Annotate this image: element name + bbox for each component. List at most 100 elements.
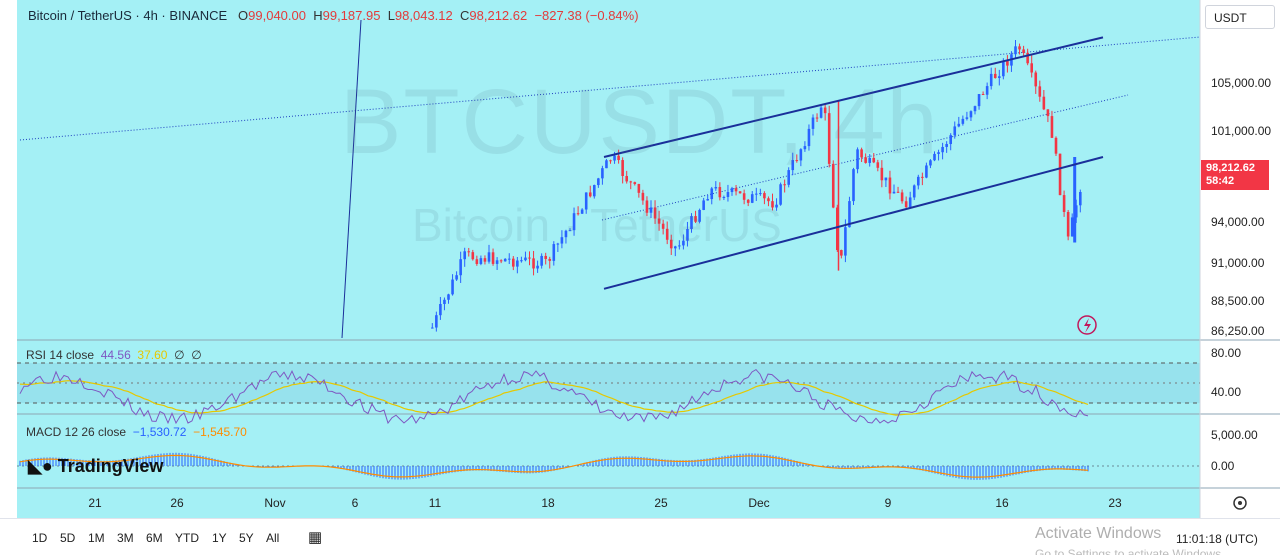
channel-lower-line[interactable] — [603, 156, 1104, 290]
rsi-label[interactable]: RSI 14 close — [26, 348, 95, 362]
candle-body — [1018, 46, 1021, 50]
candle-body — [674, 246, 677, 249]
range-1y-button[interactable]: 1Y — [212, 531, 227, 545]
time-axis[interactable]: 21 26 Nov 6 11 18 25 Dec 9 16 23 — [88, 496, 1122, 510]
tradingview-logo[interactable]: ◣● TradingView — [28, 456, 163, 477]
rsi-ma-value: 37.60 — [137, 348, 168, 362]
candle-body — [1058, 153, 1062, 196]
candle-body — [961, 118, 965, 124]
range-ytd-button[interactable]: YTD — [175, 531, 199, 545]
time-tick-label: Nov — [264, 496, 285, 510]
candle-body — [864, 157, 867, 163]
candle-body — [629, 181, 633, 183]
symbol-legend[interactable]: Bitcoin / TetherUS · 4h · BINANCE O99,04… — [28, 8, 639, 23]
candle-body — [949, 135, 952, 145]
candle-body — [544, 255, 547, 259]
channel-upper-line[interactable] — [603, 36, 1104, 158]
candle-body — [985, 86, 989, 95]
candle-body — [520, 260, 523, 262]
candle-body — [605, 160, 608, 169]
candle-body — [495, 260, 499, 264]
close-label: C — [460, 8, 470, 23]
candle-body — [880, 167, 884, 181]
candle-body — [1030, 63, 1033, 73]
candle-body — [779, 184, 782, 205]
price-tick-label: 86,250.00 — [1211, 324, 1265, 338]
candle-body — [479, 258, 483, 264]
candle-body — [726, 192, 730, 198]
candle-body — [742, 193, 746, 200]
open-value: 99,040.00 — [248, 8, 306, 23]
tradingview-logo-icon: ◣● — [28, 456, 53, 476]
candle-body — [641, 192, 645, 201]
date-range-calendar-icon[interactable]: ▦ — [308, 529, 323, 546]
candle-body — [617, 155, 620, 161]
candle-body — [937, 152, 940, 154]
range-6m-button[interactable]: 6M — [146, 531, 163, 545]
candle-body — [706, 199, 709, 201]
macd-legend[interactable]: MACD 12 26 close −1,530.72 −1,545.70 — [26, 425, 247, 439]
candle-body — [682, 240, 685, 246]
price-axis[interactable]: 86,250.00 88,500.00 91,000.00 94,000.00 101,… — [1211, 76, 1271, 473]
rsi-line — [19, 368, 1089, 425]
candle-body — [1079, 191, 1082, 206]
candle-body — [945, 144, 948, 147]
candle-body — [734, 188, 738, 192]
indicator-tick-label: 40.00 — [1211, 385, 1241, 399]
rsi-ma-line — [19, 380, 1089, 416]
candle-body — [746, 199, 750, 203]
high-value: 99,187.95 — [322, 8, 381, 23]
tradingview-logo-text: TradingView — [57, 456, 164, 476]
rsi-layer — [19, 368, 1089, 425]
candle-body — [912, 185, 916, 198]
range-3m-button[interactable]: 3M — [117, 531, 134, 545]
range-5y-button[interactable]: 5Y — [239, 531, 254, 545]
currency-button[interactable]: USDT — [1205, 5, 1275, 29]
rsi-legend[interactable]: RSI 14 close 44.56 37.60 ∅ ∅ — [26, 348, 202, 362]
candle-body — [1034, 72, 1038, 87]
range-1d-button[interactable]: 1D — [32, 531, 48, 545]
candle-body — [532, 258, 535, 269]
candle-body — [1074, 205, 1078, 218]
symbol-title[interactable]: Bitcoin / TetherUS · 4h · BINANCE — [28, 8, 228, 23]
range-1m-button[interactable]: 1M — [88, 531, 105, 545]
candle-body — [840, 250, 843, 256]
candle-body — [738, 191, 742, 194]
candle-body — [763, 193, 766, 199]
candle-body — [576, 213, 580, 215]
candle-body — [669, 239, 673, 249]
candle-body — [977, 94, 981, 107]
utc-clock[interactable]: 11:01:18 (UTC) — [1176, 532, 1258, 546]
candle-body — [795, 160, 799, 162]
candle-body — [431, 327, 434, 329]
candle-body — [443, 299, 446, 305]
signal-value: −1,545.70 — [193, 425, 247, 439]
low-value: 98,043.12 — [394, 8, 453, 23]
candle-body — [896, 191, 900, 193]
candle-body — [876, 162, 880, 168]
macd-label[interactable]: MACD 12 26 close — [26, 425, 127, 439]
low-label: L — [387, 8, 395, 23]
close-value: 98,212.62 — [469, 8, 528, 23]
price-tick-label: 88,500.00 — [1211, 294, 1265, 308]
range-5d-button[interactable]: 5D — [60, 531, 76, 545]
settings-gear-icon[interactable] — [1233, 496, 1247, 510]
candle-body — [621, 160, 624, 176]
candle-body — [787, 170, 790, 185]
candles-layer — [431, 39, 1082, 332]
alert-bolt-icon[interactable] — [1077, 315, 1097, 335]
time-tick-label: 18 — [541, 496, 555, 510]
candle-body — [548, 258, 552, 261]
candle-body — [455, 275, 458, 280]
open-label: O — [238, 8, 249, 23]
candle-body — [925, 165, 928, 178]
indicator-tick-label: 0.00 — [1211, 459, 1235, 473]
candle-body — [917, 176, 920, 186]
rsi-extra-1: ∅ — [174, 348, 185, 362]
range-all-button[interactable]: All — [266, 531, 280, 545]
candle-body — [568, 230, 572, 232]
candle-body — [965, 117, 969, 119]
candle-body — [921, 176, 924, 178]
candle-body — [1062, 195, 1066, 212]
